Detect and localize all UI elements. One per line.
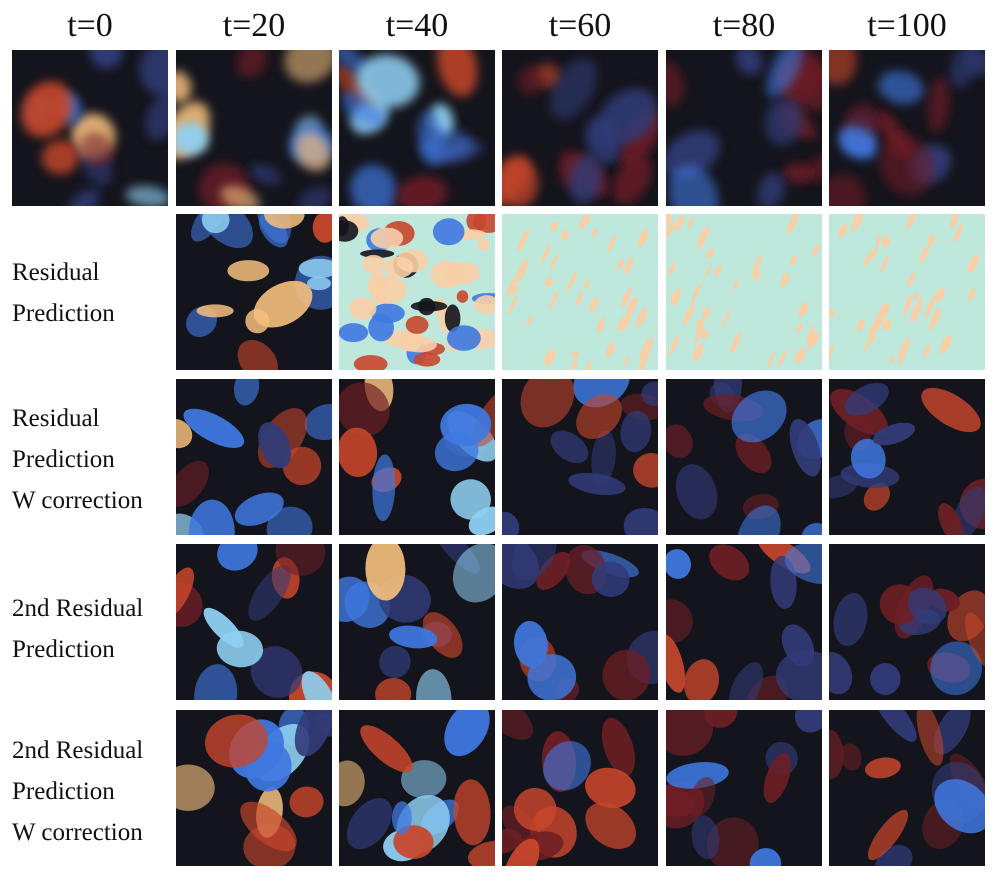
panel-row0-t0 xyxy=(12,50,168,206)
row-label-residual-prediction: Residual Prediction xyxy=(12,252,170,334)
row-label-line: Prediction xyxy=(12,636,115,663)
panel-row4-t100 xyxy=(829,710,985,866)
field-image xyxy=(176,214,332,370)
field-image xyxy=(339,214,495,370)
column-header-t60: t=60 xyxy=(548,7,612,44)
panel-row3-t80 xyxy=(666,544,822,700)
row-label-line: Residual xyxy=(12,405,100,432)
field-image xyxy=(666,710,822,866)
panel-row2-t20 xyxy=(176,379,332,535)
field-image xyxy=(176,379,332,535)
row-label-line: Prediction xyxy=(12,778,115,805)
row-label-2nd-residual-prediction-w-correction: 2nd Residual Prediction W correction xyxy=(12,730,170,853)
panel-row2-t40 xyxy=(339,379,495,535)
panel-row4-t60 xyxy=(502,710,658,866)
field-image xyxy=(339,379,495,535)
field-image xyxy=(339,544,495,700)
field-image xyxy=(176,544,332,700)
row-label-line: W correction xyxy=(12,487,143,514)
row-label-line: Residual xyxy=(12,259,100,286)
column-header-t40: t=40 xyxy=(385,7,449,44)
column-header-t80: t=80 xyxy=(712,7,776,44)
panel-row3-t20 xyxy=(176,544,332,700)
field-image xyxy=(829,710,985,866)
field-image xyxy=(502,214,658,370)
panel-row4-t20 xyxy=(176,710,332,866)
column-header-t0: t=0 xyxy=(67,7,113,44)
field-image xyxy=(829,50,985,206)
row-label-line: W correction xyxy=(12,819,143,846)
panel-row1-t80 xyxy=(666,214,822,370)
panel-row0-t20 xyxy=(176,50,332,206)
field-image xyxy=(829,544,985,700)
panel-row0-t40 xyxy=(339,50,495,206)
panel-row0-t100 xyxy=(829,50,985,206)
field-image xyxy=(339,710,495,866)
panel-row1-t40 xyxy=(339,214,495,370)
field-image xyxy=(666,544,822,700)
panel-row0-t60 xyxy=(502,50,658,206)
field-image xyxy=(502,544,658,700)
field-image xyxy=(666,379,822,535)
field-image xyxy=(502,710,658,866)
panel-row1-t20 xyxy=(176,214,332,370)
field-image xyxy=(666,214,822,370)
panel-row2-t100 xyxy=(829,379,985,535)
panel-row4-t80 xyxy=(666,710,822,866)
row-label-line: 2nd Residual xyxy=(12,737,144,764)
field-image xyxy=(829,214,985,370)
row-label-line: 2nd Residual xyxy=(12,595,144,622)
field-image xyxy=(829,379,985,535)
row-label-2nd-residual-prediction: 2nd Residual Prediction xyxy=(12,588,170,670)
panel-row3-t100 xyxy=(829,544,985,700)
field-image xyxy=(176,50,332,206)
panel-row4-t40 xyxy=(339,710,495,866)
column-header-t20: t=20 xyxy=(222,7,286,44)
field-image xyxy=(176,710,332,866)
panel-row1-t60 xyxy=(502,214,658,370)
panel-row2-t60 xyxy=(502,379,658,535)
panel-row0-t80 xyxy=(666,50,822,206)
row-label-line: Prediction xyxy=(12,300,115,327)
column-header-t100: t=100 xyxy=(867,7,947,44)
field-image xyxy=(502,379,658,535)
field-image xyxy=(666,50,822,206)
panel-row1-t100 xyxy=(829,214,985,370)
row-label-line: Prediction xyxy=(12,446,115,473)
field-image xyxy=(339,50,495,206)
field-image xyxy=(12,50,168,206)
field-image xyxy=(502,50,658,206)
panel-row3-t40 xyxy=(339,544,495,700)
panel-row3-t60 xyxy=(502,544,658,700)
panel-row2-t80 xyxy=(666,379,822,535)
row-label-residual-prediction-w-correction: Residual Prediction W correction xyxy=(12,398,170,521)
